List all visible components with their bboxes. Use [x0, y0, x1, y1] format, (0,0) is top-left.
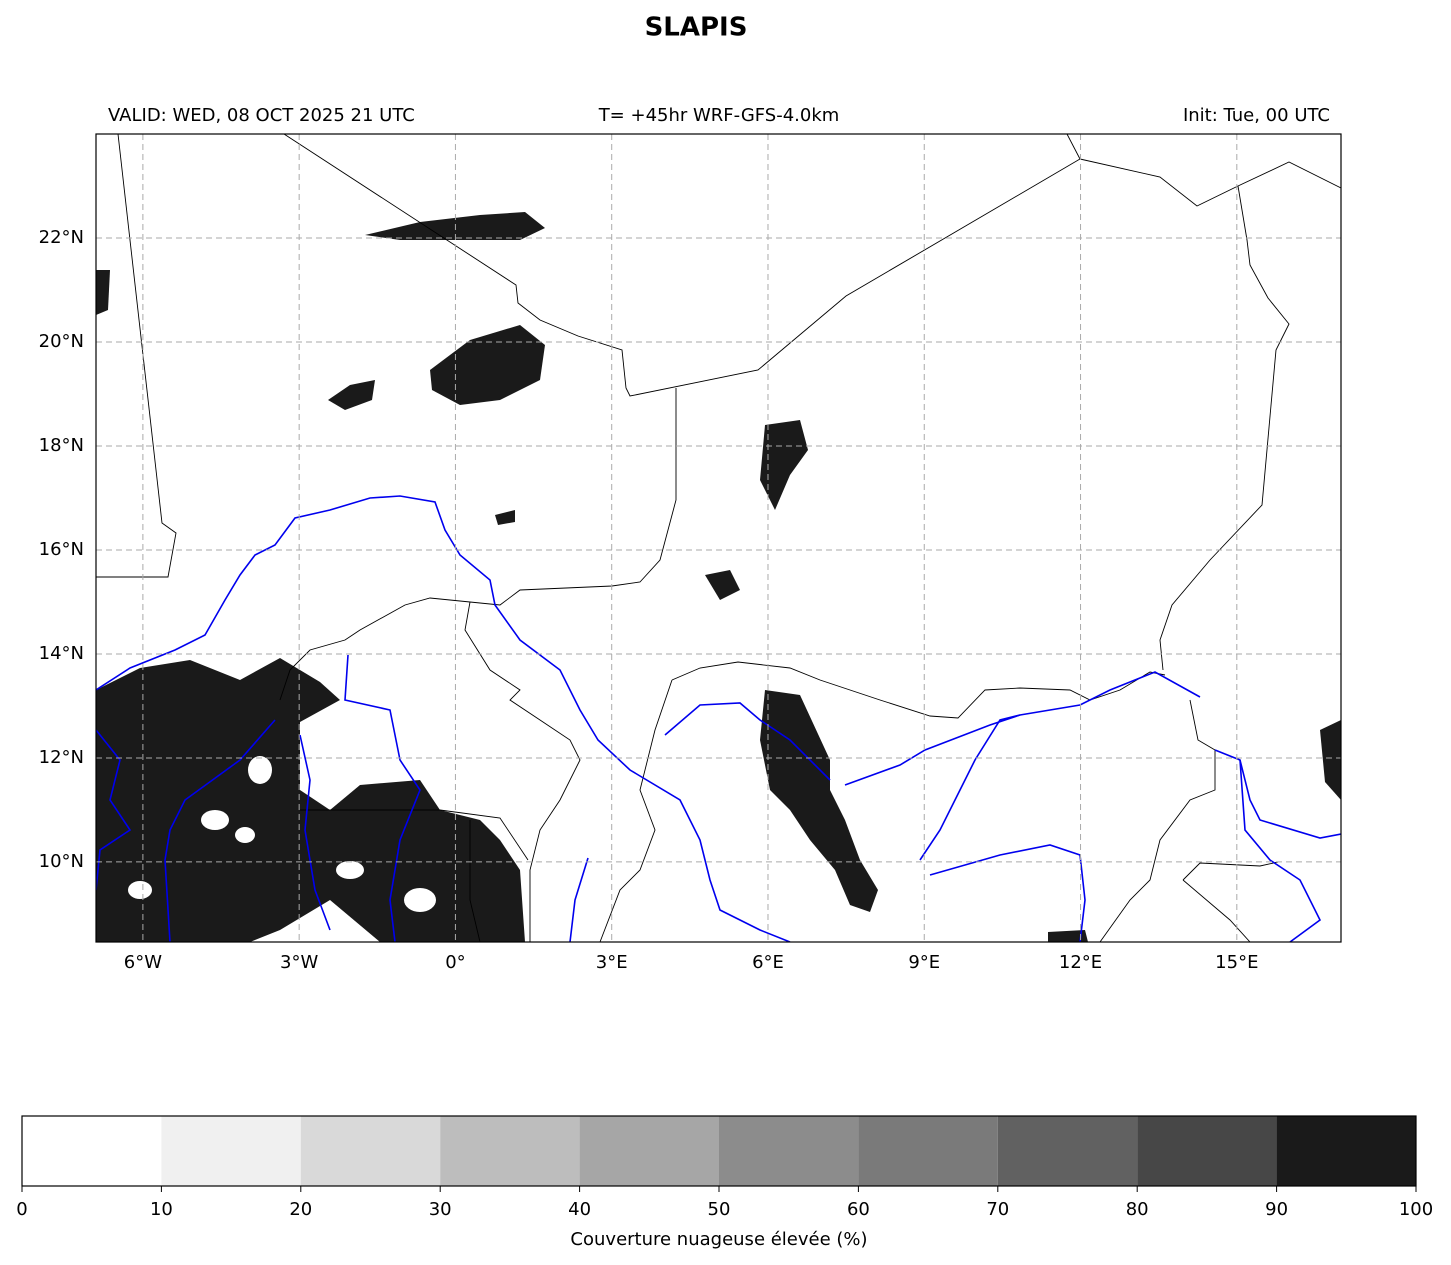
colorbar-segment — [1276, 1116, 1416, 1186]
lat-tick-label: 20°N — [39, 331, 84, 352]
colorbar-tick-label: 30 — [429, 1199, 452, 1220]
colorbar-tick-label: 20 — [289, 1199, 312, 1220]
colorbar-segment — [161, 1116, 301, 1186]
cloud-cover — [96, 212, 1341, 942]
lon-tick-label: 15°E — [1215, 952, 1258, 973]
lat-tick-label: 10°N — [39, 851, 84, 872]
colorbar-tick-label: 80 — [1126, 1199, 1149, 1220]
colorbar-tick-label: 100 — [1399, 1199, 1433, 1220]
lat-tick-label: 16°N — [39, 539, 84, 560]
colorbar-segment — [300, 1116, 441, 1186]
init-time: Init: Tue, 00 UTC — [1183, 105, 1330, 126]
lon-tick-label: 3°E — [596, 952, 628, 973]
colorbar-tick-label: 90 — [1265, 1199, 1288, 1220]
run-info: T= +45hr WRF-GFS-4.0km — [598, 105, 840, 126]
colorbar-segment — [579, 1116, 719, 1186]
colorbar-tick-label: 40 — [568, 1199, 591, 1220]
colorbar-segment — [1137, 1116, 1277, 1186]
lat-tick-label: 18°N — [39, 435, 84, 456]
colorbar-label: Couverture nuageuse élevée (%) — [570, 1229, 867, 1250]
colorbar-tick-label: 10 — [150, 1199, 173, 1220]
colorbar-segment — [997, 1116, 1138, 1186]
map-frame — [95, 133, 1342, 943]
lon-tick-label: 9°E — [908, 952, 940, 973]
valid-time: VALID: WED, 08 OCT 2025 21 UTC — [108, 105, 415, 126]
lon-tick-label: 6°W — [124, 952, 162, 973]
title: SLAPIS — [645, 13, 748, 43]
rivers — [96, 495, 1341, 942]
lon-tick-label: 6°E — [752, 952, 784, 973]
colorbar-tick-label: 0 — [16, 1199, 27, 1220]
colorbar-segment — [719, 1116, 859, 1186]
borders — [96, 134, 1341, 942]
colorbar-segment — [22, 1116, 162, 1186]
colorbar-segment — [440, 1116, 580, 1186]
colorbar-segment — [858, 1116, 998, 1186]
lon-tick-label: 3°W — [280, 952, 318, 973]
lat-tick-label: 22°N — [39, 227, 84, 248]
colorbar-tick-label: 50 — [708, 1199, 731, 1220]
lon-tick-label: 12°E — [1059, 952, 1102, 973]
lat-tick-label: 12°N — [39, 747, 84, 768]
map — [96, 134, 1341, 942]
lon-tick-label: 0° — [445, 952, 465, 973]
lat-tick-label: 14°N — [39, 643, 84, 664]
colorbar-tick-label: 70 — [986, 1199, 1009, 1220]
colorbar-tick-label: 60 — [847, 1199, 870, 1220]
